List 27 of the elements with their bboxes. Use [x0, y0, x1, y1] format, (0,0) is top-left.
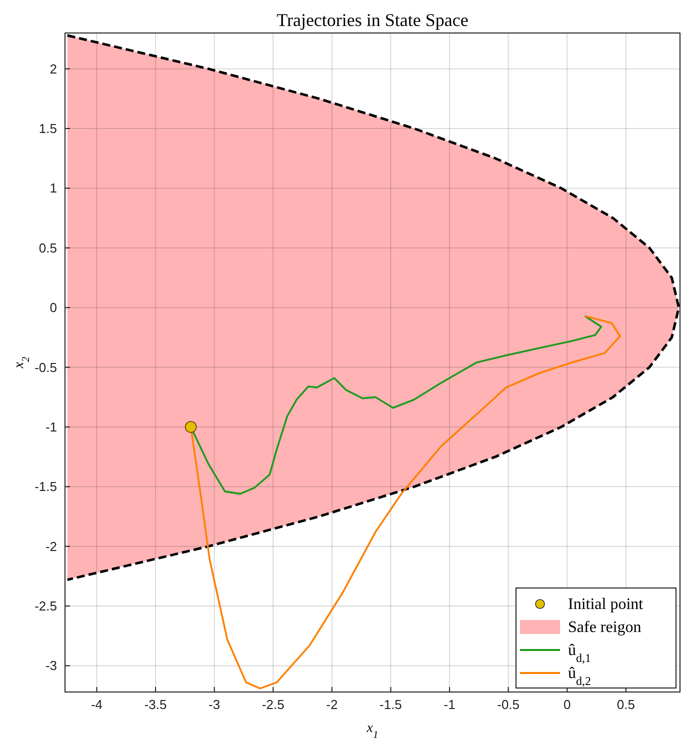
y-tick-label: -2.5	[34, 598, 57, 614]
legend-label: û$_{d,2}$	[568, 665, 591, 688]
legend-label: Initial point	[568, 596, 644, 613]
y-tick-label: -0.5	[34, 360, 57, 375]
y-tick-label: -3	[45, 658, 57, 674]
legend-label: û$_{d,1}$	[568, 642, 591, 665]
x-tick-label: -2	[326, 697, 338, 712]
x-tick-label: 0	[563, 697, 571, 712]
chart-title: Trajectories in State Space	[276, 10, 468, 30]
x-tick-label: 0.5	[616, 697, 635, 712]
x-axis-title: x$_{1}$	[366, 721, 378, 740]
x-tick-label: -1	[444, 697, 456, 712]
y-tick-label: 1.5	[38, 121, 57, 136]
x-tick-label: -0.5	[497, 697, 520, 712]
y-tick-label: 1	[50, 180, 57, 196]
x-tick-label: -1.5	[380, 697, 402, 712]
y-tick-label: 0	[50, 300, 57, 316]
y-tick-label: 2	[50, 61, 57, 76]
x-tick-label: -3.5	[144, 697, 167, 712]
y-tick-label: 0.5	[38, 240, 57, 256]
y-tick-label: -1.5	[34, 479, 57, 494]
legend-label: Safe reigon	[568, 619, 642, 636]
x-tick-label: -4	[90, 697, 103, 712]
y-tick-label: -1	[45, 419, 57, 434]
y-tick-label: -2	[45, 538, 57, 554]
x-tick-label: -3	[208, 697, 220, 712]
x-tick-label: -2.5	[262, 697, 284, 712]
